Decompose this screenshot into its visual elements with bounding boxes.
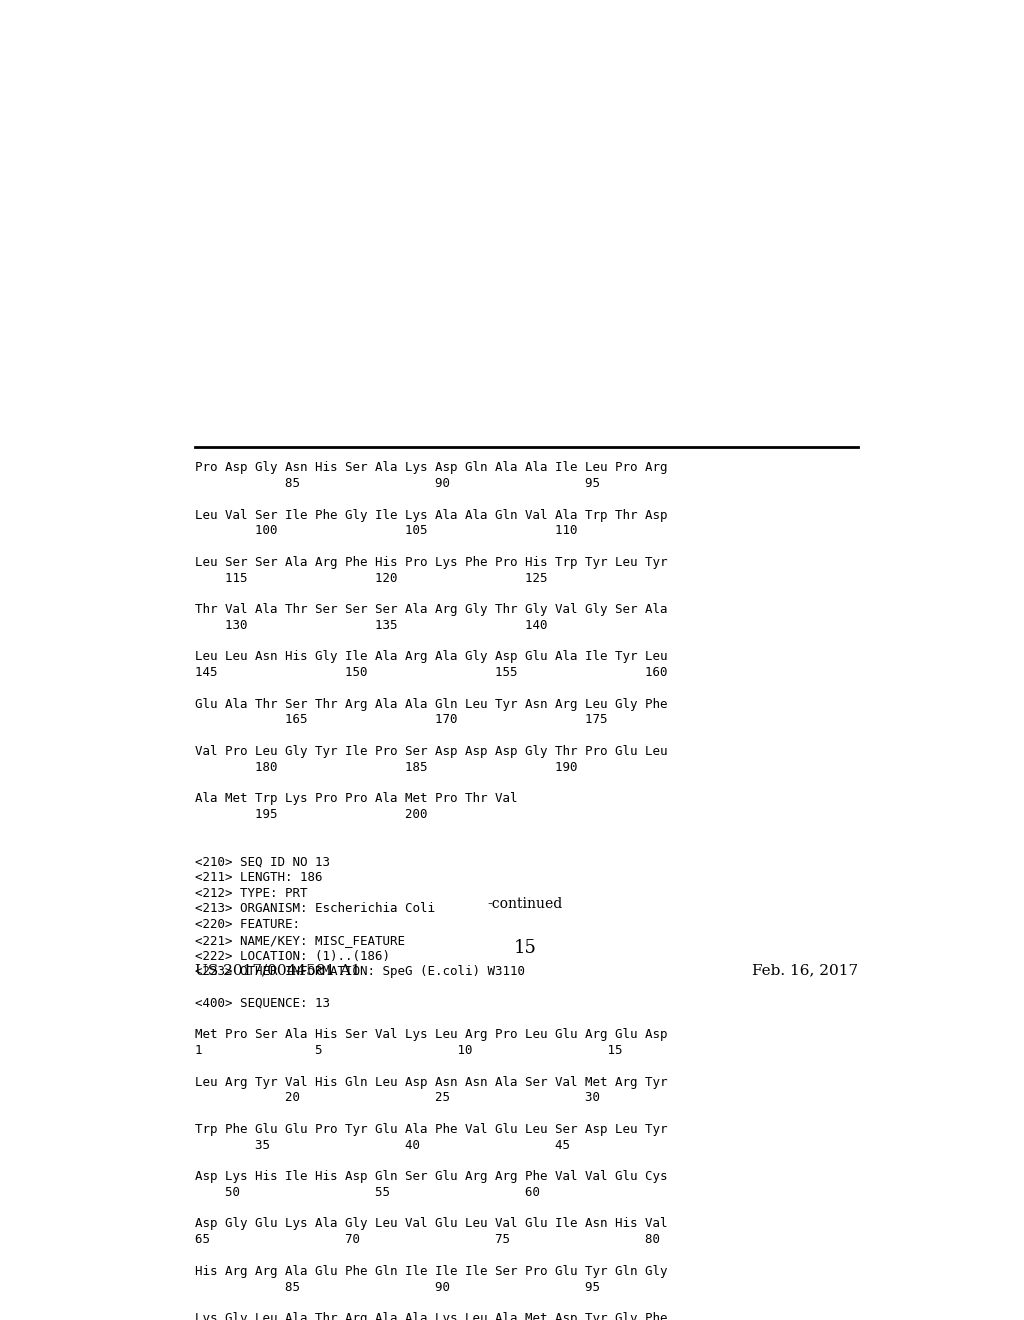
Text: Asp Gly Glu Lys Ala Gly Leu Val Glu Leu Val Glu Ile Asn His Val: Asp Gly Glu Lys Ala Gly Leu Val Glu Leu … — [196, 1217, 668, 1230]
Text: 85                  90                  95: 85 90 95 — [196, 477, 600, 490]
Text: 165                 170                 175: 165 170 175 — [196, 713, 608, 726]
Text: 195                 200: 195 200 — [196, 808, 428, 821]
Text: <210> SEQ ID NO 13: <210> SEQ ID NO 13 — [196, 855, 331, 869]
Text: <213> ORGANISM: Escherichia Coli: <213> ORGANISM: Escherichia Coli — [196, 903, 435, 915]
Text: Ala Met Trp Lys Pro Pro Ala Met Pro Thr Val: Ala Met Trp Lys Pro Pro Ala Met Pro Thr … — [196, 792, 518, 805]
Text: 1               5                  10                  15: 1 5 10 15 — [196, 1044, 623, 1057]
Text: <220> FEATURE:: <220> FEATURE: — [196, 919, 300, 931]
Text: Feb. 16, 2017: Feb. 16, 2017 — [752, 964, 858, 977]
Text: 115                 120                 125: 115 120 125 — [196, 572, 548, 585]
Text: 180                 185                 190: 180 185 190 — [196, 760, 578, 774]
Text: Thr Val Ala Thr Ser Ser Ser Ala Arg Gly Thr Gly Val Gly Ser Ala: Thr Val Ala Thr Ser Ser Ser Ala Arg Gly … — [196, 603, 668, 616]
Text: 130                 135                 140: 130 135 140 — [196, 619, 548, 632]
Text: 15: 15 — [513, 939, 537, 957]
Text: Lys Gly Leu Ala Thr Arg Ala Ala Lys Leu Ala Met Asp Tyr Gly Phe: Lys Gly Leu Ala Thr Arg Ala Ala Lys Leu … — [196, 1312, 668, 1320]
Text: 50                  55                  60: 50 55 60 — [196, 1185, 541, 1199]
Text: <222> LOCATION: (1)..(186): <222> LOCATION: (1)..(186) — [196, 949, 390, 962]
Text: 20                  25                  30: 20 25 30 — [196, 1092, 600, 1105]
Text: Val Pro Leu Gly Tyr Ile Pro Ser Asp Asp Asp Gly Thr Pro Glu Leu: Val Pro Leu Gly Tyr Ile Pro Ser Asp Asp … — [196, 744, 668, 758]
Text: <400> SEQUENCE: 13: <400> SEQUENCE: 13 — [196, 997, 331, 1010]
Text: Leu Leu Asn His Gly Ile Ala Arg Ala Gly Asp Glu Ala Ile Tyr Leu: Leu Leu Asn His Gly Ile Ala Arg Ala Gly … — [196, 651, 668, 664]
Text: Trp Phe Glu Glu Pro Tyr Glu Ala Phe Val Glu Leu Ser Asp Leu Tyr: Trp Phe Glu Glu Pro Tyr Glu Ala Phe Val … — [196, 1123, 668, 1137]
Text: <212> TYPE: PRT: <212> TYPE: PRT — [196, 887, 308, 900]
Text: Glu Ala Thr Ser Thr Arg Ala Ala Gln Leu Tyr Asn Arg Leu Gly Phe: Glu Ala Thr Ser Thr Arg Ala Ala Gln Leu … — [196, 697, 668, 710]
Text: Pro Asp Gly Asn His Ser Ala Lys Asp Gln Ala Ala Ile Leu Pro Arg: Pro Asp Gly Asn His Ser Ala Lys Asp Gln … — [196, 461, 668, 474]
Text: 65                  70                  75                  80: 65 70 75 80 — [196, 1233, 660, 1246]
Text: -continued: -continued — [487, 898, 562, 911]
Text: 100                 105                 110: 100 105 110 — [196, 524, 578, 537]
Text: Leu Val Ser Ile Phe Gly Ile Lys Ala Ala Gln Val Ala Trp Thr Asp: Leu Val Ser Ile Phe Gly Ile Lys Ala Ala … — [196, 508, 668, 521]
Text: Asp Lys His Ile His Asp Gln Ser Glu Arg Arg Phe Val Val Glu Cys: Asp Lys His Ile His Asp Gln Ser Glu Arg … — [196, 1171, 668, 1183]
Text: <211> LENGTH: 186: <211> LENGTH: 186 — [196, 871, 323, 884]
Text: Met Pro Ser Ala His Ser Val Lys Leu Arg Pro Leu Glu Arg Glu Asp: Met Pro Ser Ala His Ser Val Lys Leu Arg … — [196, 1028, 668, 1041]
Text: His Arg Arg Ala Glu Phe Gln Ile Ile Ile Ser Pro Glu Tyr Gln Gly: His Arg Arg Ala Glu Phe Gln Ile Ile Ile … — [196, 1265, 668, 1278]
Text: Leu Arg Tyr Val His Gln Leu Asp Asn Asn Ala Ser Val Met Arg Tyr: Leu Arg Tyr Val His Gln Leu Asp Asn Asn … — [196, 1076, 668, 1089]
Text: 145                 150                 155                 160: 145 150 155 160 — [196, 667, 668, 678]
Text: 85                  90                  95: 85 90 95 — [196, 1280, 600, 1294]
Text: 35                  40                  45: 35 40 45 — [196, 1139, 570, 1152]
Text: <221> NAME/KEY: MISC_FEATURE: <221> NAME/KEY: MISC_FEATURE — [196, 935, 406, 946]
Text: <223> OTHER INFORMATION: SpeG (E.coli) W3110: <223> OTHER INFORMATION: SpeG (E.coli) W… — [196, 965, 525, 978]
Text: US 2017/0044581 A1: US 2017/0044581 A1 — [196, 964, 361, 977]
Text: Leu Ser Ser Ala Arg Phe His Pro Lys Phe Pro His Trp Tyr Leu Tyr: Leu Ser Ser Ala Arg Phe His Pro Lys Phe … — [196, 556, 668, 569]
